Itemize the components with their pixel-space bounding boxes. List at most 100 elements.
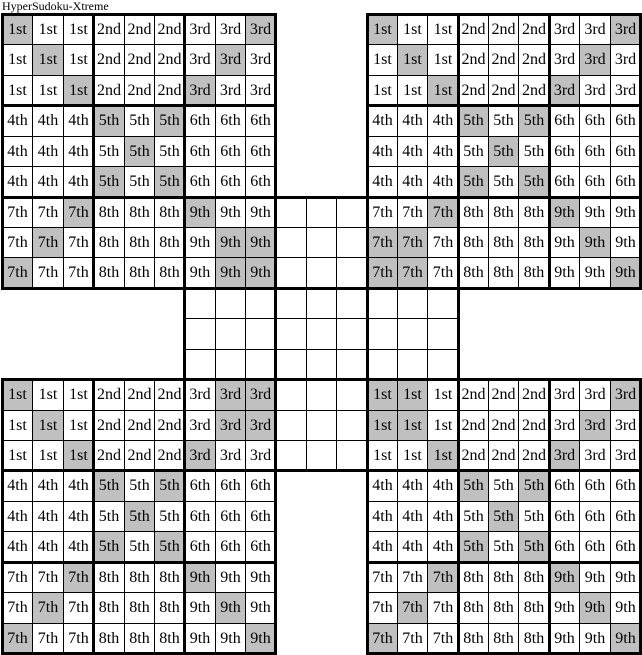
- box-order-cell: 4th: [367, 470, 397, 501]
- box-order-cell: 7th: [63, 592, 93, 623]
- box-order-cell: 3rd: [579, 379, 610, 410]
- box-order-cell: 7th: [32, 197, 63, 227]
- box-order-cell: 5th: [458, 105, 488, 136]
- box-order-cell: 7th: [397, 592, 427, 623]
- thick-line-horizontal: [366, 561, 642, 564]
- box-order-cell: 7th: [2, 197, 32, 227]
- empty-cell: [215, 318, 245, 349]
- box-order-cell: 7th: [32, 257, 63, 288]
- box-order-cell: 1st: [367, 44, 397, 75]
- box-order-cell: 9th: [215, 623, 245, 653]
- box-order-cell: 7th: [63, 623, 93, 653]
- box-order-cell: 3rd: [549, 410, 579, 440]
- box-order-cell: 8th: [154, 623, 184, 653]
- box-order-cell: 1st: [397, 410, 427, 440]
- empty-cell: [275, 257, 306, 288]
- box-order-cell: 9th: [184, 592, 215, 623]
- empty-cell: [306, 379, 336, 410]
- box-order-cell: 7th: [2, 623, 32, 653]
- box-order-cell: 8th: [458, 257, 488, 288]
- box-order-cell: 9th: [215, 257, 245, 288]
- box-order-cell: 7th: [427, 562, 458, 592]
- box-order-cell: 2nd: [154, 440, 184, 470]
- box-order-cell: 9th: [184, 257, 215, 288]
- thick-line-vertical: [457, 13, 460, 655]
- box-order-cell: 3rd: [549, 440, 579, 470]
- box-order-cell: 2nd: [124, 14, 154, 44]
- box-order-cell: 3rd: [184, 14, 215, 44]
- box-order-cell: 1st: [427, 14, 458, 44]
- box-order-cell: 2nd: [458, 379, 488, 410]
- box-order-cell: 2nd: [154, 75, 184, 105]
- box-order-cell: 3rd: [610, 410, 640, 440]
- box-order-cell: 7th: [367, 227, 397, 257]
- box-order-cell: 5th: [458, 136, 488, 166]
- box-order-cell: 2nd: [154, 410, 184, 440]
- box-order-cell: 9th: [184, 623, 215, 653]
- box-order-cell: 5th: [93, 531, 124, 562]
- box-order-cell: 8th: [518, 623, 549, 653]
- box-order-cell: 5th: [488, 166, 518, 197]
- box-order-cell: 9th: [215, 562, 245, 592]
- box-order-cell: 6th: [215, 166, 245, 197]
- empty-cell: [275, 379, 306, 410]
- box-order-cell: 7th: [2, 592, 32, 623]
- box-order-cell: 3rd: [184, 410, 215, 440]
- empty-cell: [367, 349, 397, 379]
- box-order-cell: 5th: [488, 136, 518, 166]
- box-order-cell: 1st: [32, 379, 63, 410]
- box-order-cell: 5th: [458, 531, 488, 562]
- box-order-cell: 3rd: [184, 75, 215, 105]
- box-order-cell: 1st: [2, 75, 32, 105]
- box-order-cell: 5th: [488, 501, 518, 531]
- box-order-cell: 6th: [215, 136, 245, 166]
- empty-cell: [275, 227, 306, 257]
- thick-line-vertical: [639, 13, 642, 290]
- box-order-cell: 7th: [63, 227, 93, 257]
- box-order-cell: 6th: [610, 531, 640, 562]
- box-order-cell: 9th: [245, 592, 275, 623]
- box-order-cell: 6th: [215, 531, 245, 562]
- thick-line-vertical: [1, 13, 4, 290]
- box-order-cell: 2nd: [93, 410, 124, 440]
- box-order-cell: 9th: [549, 592, 579, 623]
- box-order-cell: 9th: [215, 592, 245, 623]
- empty-cell: [275, 440, 306, 470]
- box-order-cell: 9th: [245, 623, 275, 653]
- box-order-cell: 6th: [579, 470, 610, 501]
- box-order-cell: 3rd: [245, 75, 275, 105]
- box-order-cell: 1st: [367, 75, 397, 105]
- box-order-cell: 6th: [245, 501, 275, 531]
- box-order-cell: 5th: [518, 166, 549, 197]
- box-order-cell: 1st: [427, 440, 458, 470]
- box-order-cell: 9th: [579, 562, 610, 592]
- box-order-cell: 2nd: [518, 410, 549, 440]
- box-order-cell: 3rd: [549, 75, 579, 105]
- box-order-cell: 3rd: [579, 440, 610, 470]
- box-order-cell: 2nd: [518, 44, 549, 75]
- box-order-cell: 2nd: [154, 44, 184, 75]
- thick-line-horizontal: [366, 104, 642, 107]
- box-order-cell: 5th: [154, 166, 184, 197]
- box-order-cell: 6th: [549, 501, 579, 531]
- box-order-cell: 2nd: [488, 410, 518, 440]
- thick-line-vertical: [183, 13, 186, 655]
- box-order-cell: 4th: [397, 166, 427, 197]
- empty-cell: [275, 197, 306, 227]
- box-order-cell: 6th: [549, 166, 579, 197]
- box-order-cell: 3rd: [579, 75, 610, 105]
- box-order-cell: 4th: [367, 531, 397, 562]
- box-order-cell: 1st: [427, 379, 458, 410]
- box-order-cell: 8th: [124, 562, 154, 592]
- thick-line-horizontal: [366, 13, 642, 16]
- empty-cell: [336, 410, 367, 440]
- box-order-cell: 9th: [184, 197, 215, 227]
- box-order-cell: 1st: [397, 379, 427, 410]
- thick-line-vertical: [274, 13, 277, 655]
- thick-line-horizontal: [1, 196, 642, 199]
- box-order-cell: 4th: [2, 531, 32, 562]
- box-order-cell: 4th: [63, 531, 93, 562]
- box-order-cell: 2nd: [124, 440, 154, 470]
- box-order-cell: 9th: [549, 227, 579, 257]
